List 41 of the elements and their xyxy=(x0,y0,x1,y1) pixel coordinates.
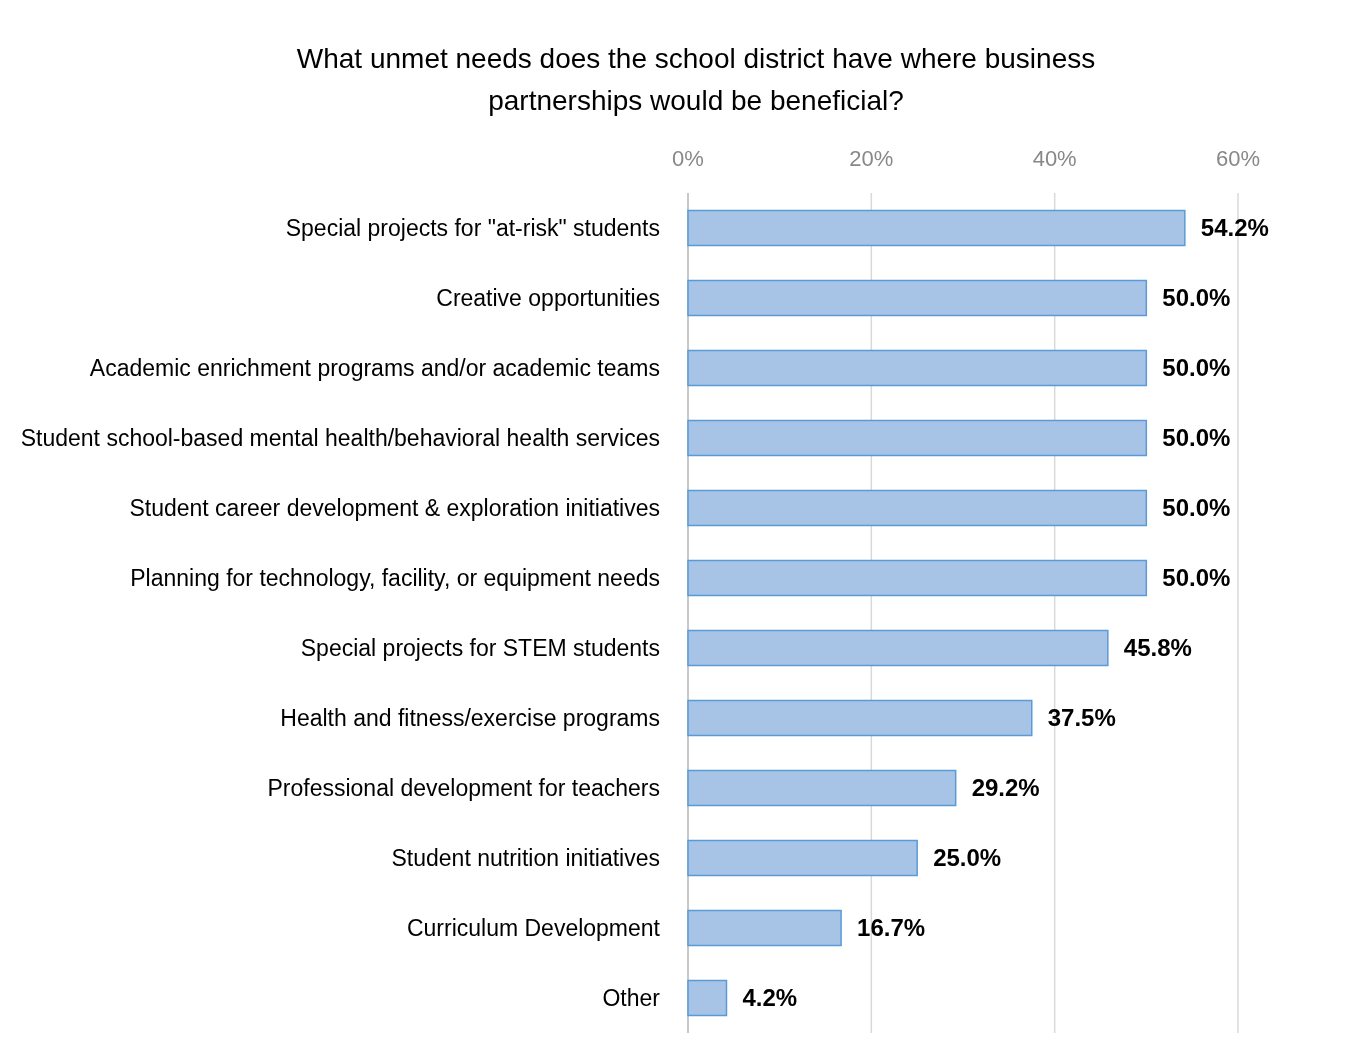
bar xyxy=(687,279,1148,317)
bar xyxy=(687,209,1186,247)
data-label: 29.2% xyxy=(971,774,1040,802)
y-tick-label: Student nutrition initiatives xyxy=(391,845,660,872)
bar xyxy=(687,489,1148,527)
data-label: 4.2% xyxy=(742,984,798,1012)
data-label: 54.2% xyxy=(1200,214,1269,242)
y-tick-label: Student school-based mental health/behavioral health services xyxy=(20,425,660,452)
y-tick-label: Special projects for "at-risk" students xyxy=(285,215,660,242)
bar xyxy=(687,629,1109,667)
bar xyxy=(687,769,957,807)
bar xyxy=(687,979,728,1017)
data-label: 25.0% xyxy=(933,844,1002,872)
y-tick-label: Professional development for teachers xyxy=(267,775,660,802)
y-tick-label: Special projects for STEM students xyxy=(300,635,660,662)
x-tick-label: 0% xyxy=(672,146,704,171)
bar xyxy=(687,419,1148,457)
data-label: 45.8% xyxy=(1123,634,1192,662)
y-tick-label: Creative opportunities xyxy=(436,285,660,312)
data-label: 50.0% xyxy=(1162,354,1231,382)
y-tick-label: Curriculum Development xyxy=(406,915,661,942)
bar xyxy=(687,839,918,877)
data-label: 50.0% xyxy=(1162,494,1231,522)
data-label: 50.0% xyxy=(1162,284,1231,312)
bar xyxy=(687,699,1033,737)
x-tick-label: 40% xyxy=(1032,146,1077,171)
y-tick-label: Academic enrichment programs and/or academic teams xyxy=(89,355,660,382)
bar xyxy=(687,349,1148,387)
x-tick-label: 20% xyxy=(849,146,894,171)
y-tick-label: Planning for technology, facility, or equipment needs xyxy=(130,565,660,592)
data-label: 16.7% xyxy=(857,914,926,942)
bar xyxy=(687,559,1148,597)
data-label: 37.5% xyxy=(1047,704,1116,732)
x-tick-label: 60% xyxy=(1215,146,1261,171)
y-tick-label: Student career development & exploration initiatives xyxy=(129,495,660,522)
y-tick-label: Health and fitness/exercise programs xyxy=(280,705,660,732)
y-tick-label: Other xyxy=(602,985,661,1012)
chart-title: What unmet needs does the school district have where business partnerships would be beneficial? xyxy=(296,43,1096,116)
data-label: 50.0% xyxy=(1162,424,1231,452)
bar xyxy=(687,909,842,947)
data-label: 50.0% xyxy=(1162,564,1231,592)
